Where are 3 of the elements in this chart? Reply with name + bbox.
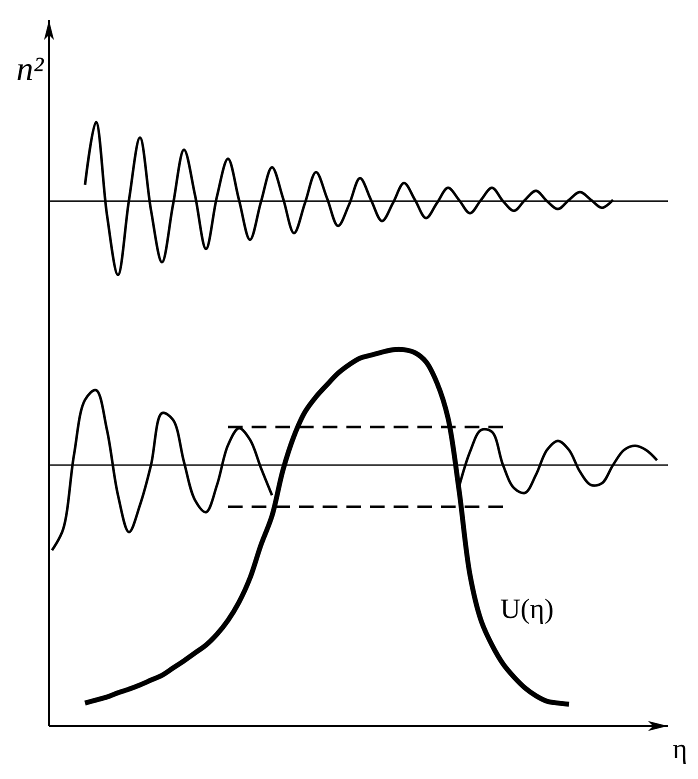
x-axis-title: η xyxy=(672,734,688,765)
annotation: U(η) xyxy=(500,594,554,625)
y-axis-title: n² xyxy=(16,51,44,88)
